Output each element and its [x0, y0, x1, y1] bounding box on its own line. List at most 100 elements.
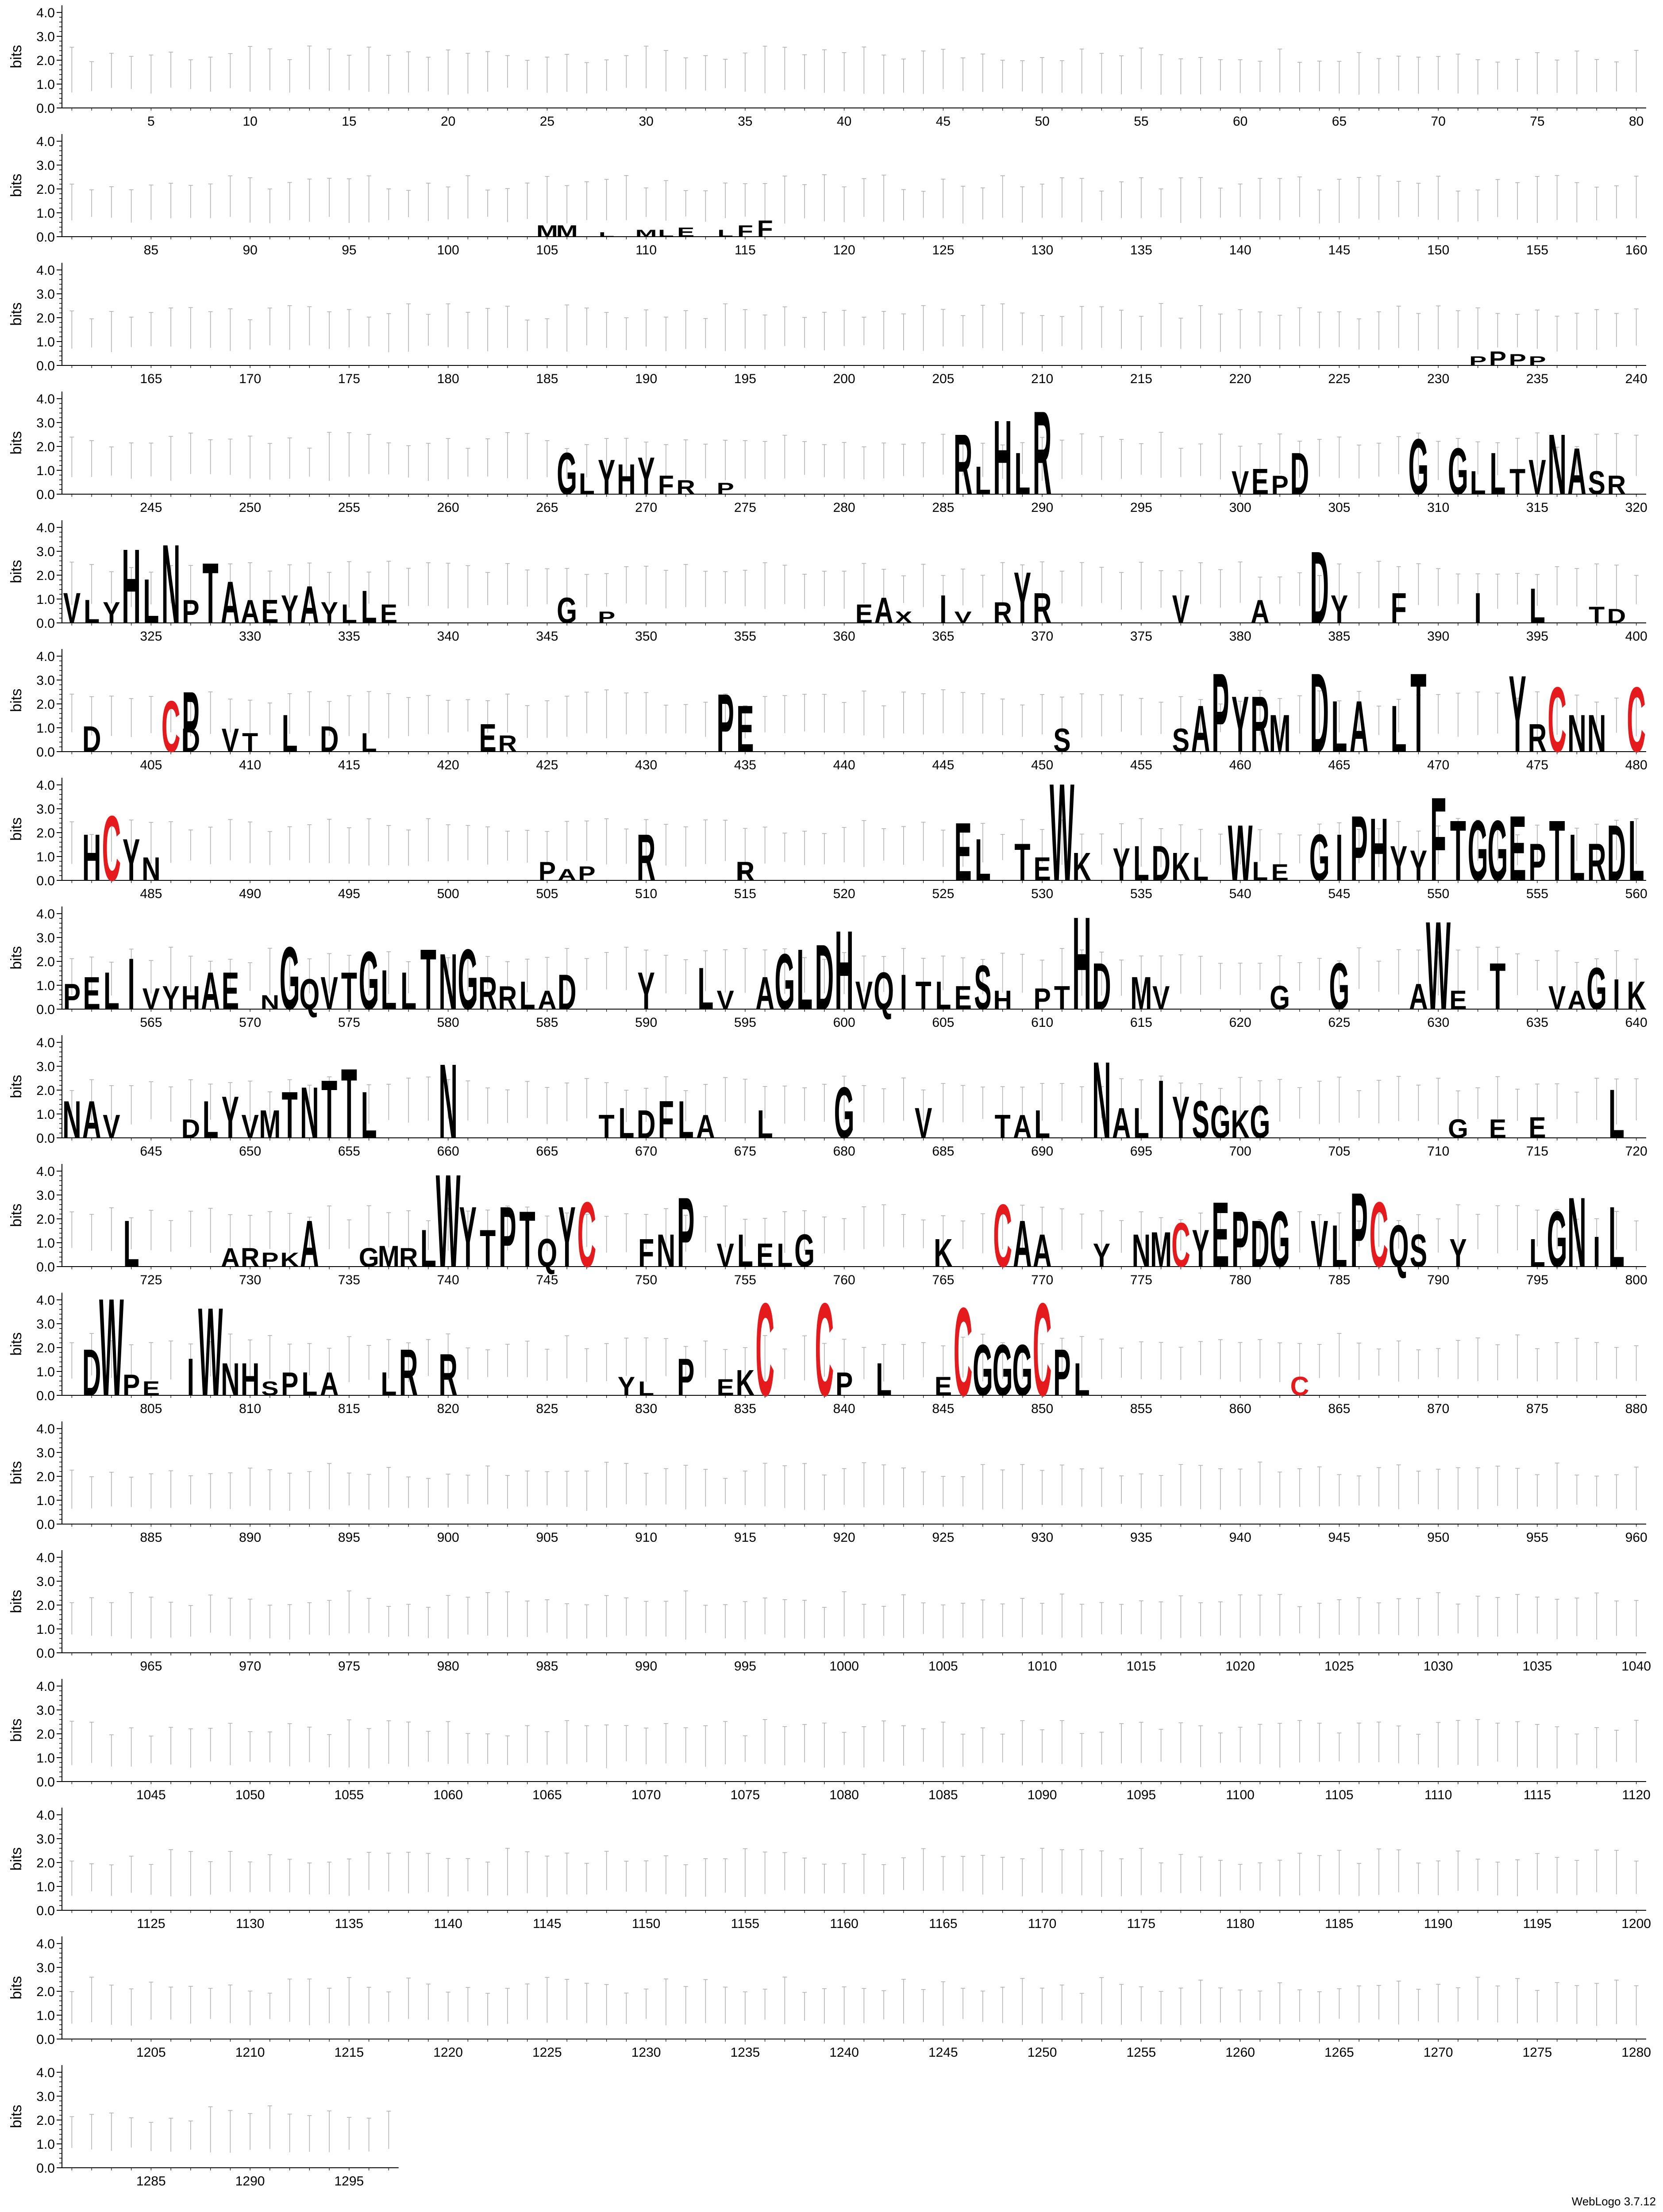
x-tick-label: 895 [338, 1530, 360, 1545]
x-tick-label: 440 [833, 758, 855, 772]
logo-letter: X [895, 608, 912, 627]
y-tick-label: 4.0 [36, 1808, 55, 1823]
x-tick-label: 60 [1233, 114, 1247, 129]
y-axis-label: bits [8, 1461, 25, 1485]
logo-letter: Y [1410, 842, 1427, 890]
logo-letter: G [458, 932, 478, 1028]
x-tick-label: 445 [932, 758, 954, 772]
logo-letter: T [480, 1219, 496, 1279]
logo-letter: K [1231, 1102, 1250, 1147]
logo-letter: V [63, 584, 81, 633]
x-tick-label: 615 [1130, 1015, 1152, 1030]
logo-letter: E [222, 961, 239, 1021]
x-tick-label: 595 [734, 1015, 756, 1030]
x-tick-label: 1050 [235, 1788, 265, 1802]
x-tick-label: 175 [338, 372, 360, 386]
logo-letter: S [1172, 722, 1190, 759]
x-tick-label: 660 [437, 1144, 459, 1159]
x-tick-label: 780 [1229, 1273, 1251, 1287]
x-tick-label: 1240 [829, 2045, 859, 2060]
x-tick-label: 545 [1328, 887, 1350, 901]
x-tick-label: 170 [239, 372, 261, 386]
y-tick-label: 2.0 [36, 697, 55, 712]
y-tick-label: 1.0 [36, 1107, 55, 1122]
logo-letter: S [1053, 722, 1070, 759]
x-tick-label: 535 [1130, 887, 1152, 901]
logo-letter: R [1587, 833, 1606, 892]
logo-letter: Y [1331, 588, 1348, 632]
y-tick-label: 1.0 [36, 464, 55, 478]
x-tick-label: 540 [1229, 887, 1251, 901]
x-tick-label: 1250 [1028, 2045, 1057, 2060]
logo-letter: R [399, 1336, 418, 1410]
logo-letter: G [557, 590, 577, 631]
x-tick-label: 370 [1031, 629, 1053, 644]
logo-letter: D [82, 719, 101, 760]
logo-letter: T [1054, 979, 1070, 1016]
x-tick-label: 380 [1229, 629, 1251, 644]
logo-letter: D [1251, 1207, 1270, 1281]
x-tick-label: 635 [1526, 1015, 1548, 1030]
logo-letter: E [855, 599, 873, 629]
logo-letter: P [1053, 1336, 1070, 1410]
logo-letter: L [599, 231, 615, 238]
x-tick-label: 435 [734, 758, 756, 772]
logo-letter: E [954, 979, 971, 1016]
x-tick-label: 580 [437, 1015, 459, 1030]
y-axis-label: bits [8, 1333, 25, 1356]
logo-letter: F [658, 1090, 674, 1150]
logo-letter: N [657, 1225, 676, 1277]
x-tick-label: 225 [1328, 372, 1350, 386]
x-tick-label: 190 [635, 372, 657, 386]
y-axis-label: bits [8, 303, 25, 326]
logo-letter: L [1529, 579, 1545, 634]
logo-letter: N [62, 1090, 81, 1150]
logo-letter: Y [558, 1189, 575, 1285]
x-tick-label: 1145 [533, 1916, 562, 1931]
x-tick-label: 670 [635, 1144, 657, 1159]
x-tick-label: 35 [738, 114, 752, 129]
logo-letter: L [1490, 441, 1505, 507]
logo-letter: Y [281, 588, 298, 632]
y-tick-label: 4.0 [36, 2066, 55, 2080]
logo-letter: V [1172, 588, 1190, 632]
x-tick-label: 40 [837, 114, 851, 129]
logo-letter: T [599, 1108, 615, 1145]
logo-letter: G [794, 1225, 815, 1277]
logo-letter: E [716, 1374, 734, 1400]
logo-letter: L [797, 932, 812, 1028]
logo-letter: A [300, 1207, 319, 1281]
logo-letter: G [1329, 950, 1349, 1024]
y-tick-label: 2.0 [36, 1083, 55, 1098]
logo-letter: C [755, 1275, 774, 1424]
logo-letter: E [935, 1371, 952, 1402]
x-tick-label: 1210 [235, 2045, 265, 2060]
y-tick-label: 0.0 [36, 745, 55, 760]
y-tick-label: 2.0 [36, 568, 55, 583]
logo-letter: Y [637, 961, 654, 1021]
y-tick-label: 1.0 [36, 335, 55, 349]
logo-letter: G [1210, 1096, 1231, 1148]
y-tick-label: 2.0 [36, 826, 55, 841]
x-tick-label: 70 [1431, 114, 1445, 129]
y-tick-label: 2.0 [36, 1341, 55, 1356]
x-tick-label: 315 [1526, 500, 1548, 515]
logo-letter: F [1430, 773, 1446, 906]
logo-letter: E [1449, 985, 1467, 1015]
logo-letter: P [1528, 353, 1546, 368]
logo-letter: W [198, 1281, 223, 1422]
y-tick-label: 2.0 [36, 2113, 55, 2128]
logo-letter: M [1130, 968, 1152, 1019]
logo-letter: D [82, 1336, 101, 1410]
x-tick-label: 870 [1427, 1402, 1449, 1416]
logo-letter: C [1370, 1182, 1389, 1286]
x-tick-label: 1295 [335, 2174, 364, 2189]
y-tick-label: 0.0 [36, 1002, 55, 1017]
logo-letter: L [1609, 1075, 1625, 1153]
logo-letter: D [320, 719, 339, 760]
x-tick-label: 685 [932, 1144, 954, 1159]
y-tick-label: 4.0 [36, 1551, 55, 1565]
logo-letter: F [658, 470, 674, 500]
x-tick-label: 890 [239, 1530, 261, 1545]
y-tick-label: 2.0 [36, 54, 55, 68]
